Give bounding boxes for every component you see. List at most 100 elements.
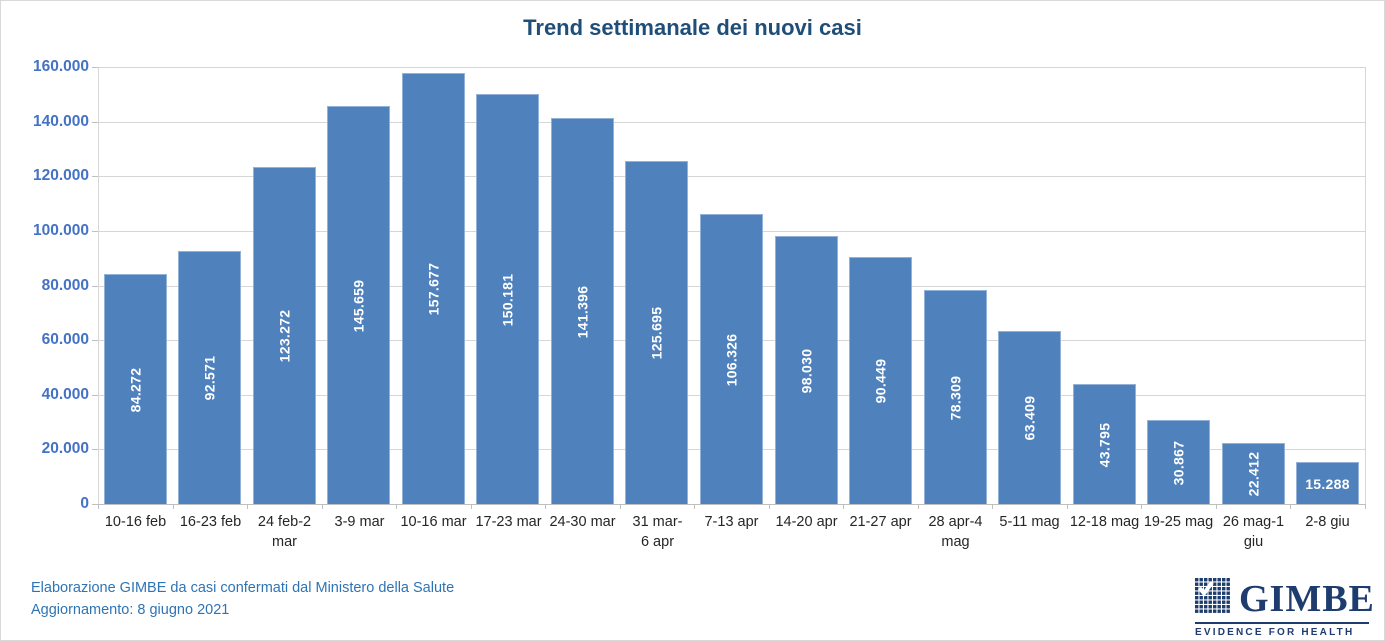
x-tick-mark [322, 504, 323, 509]
bar: 92.571 [178, 251, 241, 504]
x-tick-mark [1141, 504, 1142, 509]
x-tick-label: 26 mag-1 giu [1222, 514, 1285, 550]
y-tick-label: 160.000 [32, 58, 89, 75]
bar-value-label: 63.409 [1021, 395, 1038, 441]
y-tick-label: 60.000 [41, 331, 89, 348]
x-tick-mark [769, 504, 770, 509]
bar: 98.030 [775, 236, 838, 504]
x-tick-mark [247, 504, 248, 509]
y-tick-label: 80.000 [41, 277, 89, 294]
bar: 63.409 [998, 331, 1061, 504]
y-tick-label: 100.000 [32, 222, 89, 239]
bar-value-label: 22.412 [1245, 451, 1262, 497]
x-tick-mark [1067, 504, 1068, 509]
x-tick-label: 3-9 mar [334, 514, 385, 530]
bar-value-label: 92.571 [201, 355, 218, 401]
x-tick-label: 31 mar- 6 apr [632, 514, 683, 550]
bar-value-label: 123.272 [276, 309, 293, 363]
y-tick-label: 0 [80, 495, 89, 512]
bar-value-label: 78.309 [947, 375, 964, 420]
bar-value-label: 98.030 [798, 348, 815, 393]
bar: 106.326 [700, 214, 763, 504]
x-tick-label: 7-13 apr [704, 514, 759, 530]
gridline [98, 176, 1365, 177]
bar: 22.412 [1222, 443, 1285, 504]
x-tick-mark [173, 504, 174, 509]
x-tick-mark [694, 504, 695, 509]
y-tick-mark [92, 231, 98, 232]
bar-value-label: 43.795 [1096, 422, 1113, 467]
plot-right-edge [1365, 67, 1366, 504]
x-tick-label: 17-23 mar [475, 514, 542, 530]
bar: 145.659 [327, 106, 390, 504]
bar-value-label: 84.272 [127, 367, 144, 412]
bar-value-label: 125.695 [648, 306, 665, 360]
bar: 125.695 [625, 161, 688, 504]
x-tick-mark [843, 504, 844, 509]
bar-value-label: 145.659 [350, 279, 367, 332]
bar: 30.867 [1147, 420, 1210, 504]
x-tick-label: 19-25 mag [1143, 514, 1214, 530]
gimbe-grid-check-icon [1195, 578, 1231, 619]
y-tick-mark [92, 504, 98, 505]
bar: 43.795 [1073, 384, 1136, 504]
bar: 150.181 [476, 94, 539, 504]
x-tick-mark [98, 504, 99, 509]
logo-divider [1195, 622, 1369, 624]
y-tick-mark [92, 395, 98, 396]
bar-value-label: 141.396 [574, 285, 591, 338]
plot-left-edge [98, 67, 99, 504]
x-axis-line [98, 504, 1366, 505]
bar-value-label: 157.677 [425, 262, 442, 316]
y-tick-mark [92, 340, 98, 341]
logo-tagline: EVIDENCE FOR HEALTH [1195, 627, 1355, 638]
bar: 15.288 [1296, 462, 1359, 504]
bar: 90.449 [849, 257, 912, 504]
x-tick-label: 10-16 mar [400, 514, 467, 530]
x-tick-label: 24-30 mar [549, 514, 616, 530]
x-tick-mark [620, 504, 621, 509]
x-tick-label: 12-18 mag [1069, 514, 1140, 530]
gridline [98, 67, 1365, 68]
y-tick-mark [92, 67, 98, 68]
y-tick-mark [92, 122, 98, 123]
logo-wordmark: GIMBE [1239, 577, 1375, 620]
bar: 123.272 [253, 167, 316, 504]
gimbe-logo: GIMBE EVIDENCE FOR HEALTH [1195, 578, 1374, 638]
bar: 157.677 [402, 73, 465, 504]
x-tick-label: 5-11 mag [999, 514, 1060, 530]
x-tick-mark [1216, 504, 1217, 509]
y-tick-label: 140.000 [32, 113, 89, 130]
x-tick-label: 16-23 feb [179, 514, 242, 530]
chart-title: Trend settimanale dei nuovi casi [523, 15, 862, 40]
x-tick-label: 24 feb-2 mar [257, 514, 312, 550]
x-tick-mark [918, 504, 919, 509]
x-tick-mark [992, 504, 993, 509]
x-tick-label: 14-20 apr [775, 514, 838, 530]
y-tick-mark [92, 449, 98, 450]
bar-value-label: 30.867 [1170, 440, 1187, 485]
footer-source-line: Elaborazione GIMBE da casi confermati da… [31, 580, 455, 596]
gridline [98, 122, 1365, 123]
x-tick-label: 21-27 apr [849, 514, 912, 530]
x-tick-mark [471, 504, 472, 509]
y-tick-mark [92, 176, 98, 177]
footer-update-line: Aggiornamento: 8 giugno 2021 [31, 602, 230, 618]
x-tick-label: 2-8 giu [1305, 514, 1350, 530]
bar-value-label: 15.288 [1305, 475, 1350, 492]
bar-value-label: 150.181 [499, 273, 516, 326]
bar: 78.309 [924, 290, 987, 504]
chart-footer: Elaborazione GIMBE da casi confermati da… [31, 577, 454, 621]
y-tick-label: 120.000 [32, 167, 89, 184]
x-tick-mark [396, 504, 397, 509]
y-tick-mark [92, 286, 98, 287]
bar: 141.396 [551, 118, 614, 504]
bar-value-label: 90.449 [872, 358, 889, 404]
x-tick-mark [1365, 504, 1366, 509]
x-tick-mark [1290, 504, 1291, 509]
x-tick-mark [545, 504, 546, 509]
x-tick-label: 10-16 feb [104, 514, 167, 530]
bar: 84.272 [104, 274, 167, 504]
y-tick-label: 20.000 [41, 440, 89, 457]
